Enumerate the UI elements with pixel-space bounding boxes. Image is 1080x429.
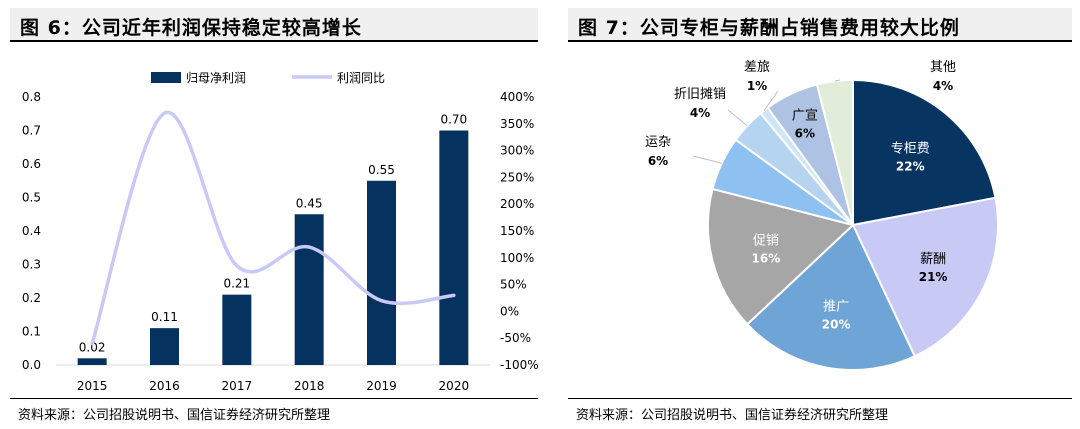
pie-slice — [852, 78, 997, 227]
growth-line — [90, 110, 456, 346]
y2-tick-label: 150% — [500, 224, 534, 238]
bar — [367, 180, 396, 365]
pie-slice — [745, 223, 917, 371]
y-tick-label: 0.2 — [22, 291, 41, 305]
figure-6-panel: 图 6：公司近年利润保持稳定较高增长 0.0 0.1 0.2 0.3 0.4 0.5 0.6… — [10, 8, 539, 423]
bar — [150, 328, 179, 365]
x-tick-label: 2020 — [439, 379, 470, 393]
pie-slice-percent: 21% — [919, 270, 948, 284]
legend-bar-label: 归母净利润 — [186, 71, 246, 85]
pie-slice-percent: 4% — [933, 79, 953, 93]
pie-slice-name: 其他 — [930, 60, 956, 75]
pie-slice-name: 运杂 — [645, 135, 671, 150]
x-tick-label: 2018 — [294, 379, 325, 393]
bar — [439, 130, 469, 365]
y2-tick-label: -50% — [500, 331, 531, 345]
profit-chart: 0.0 0.1 0.2 0.3 0.4 0.5 0.6 0.7 0.8 -100% -50% 0% 50… — [22, 71, 539, 393]
x-tick-label: 2016 — [149, 379, 180, 393]
figure-7-source: 资料来源：公司招股说明书、国信证券经济研究所整理 — [576, 408, 889, 423]
y-tick-label: 0.6 — [22, 157, 41, 171]
y-tick-label: 0.8 — [22, 90, 41, 104]
figure-7-title-bar: 图 7：公司专柜与薪酬占销售费用较大比例 — [568, 8, 1072, 42]
bar-value-label: 0.45 — [296, 196, 323, 210]
figure-7-divider — [568, 398, 1072, 399]
pie-slice-name: 促销 — [753, 233, 779, 248]
bar-value-label: 0.11 — [151, 310, 178, 324]
pie-slice-name: 推广 — [823, 299, 849, 314]
bar-value-label: 0.21 — [223, 277, 250, 291]
pie-slice-name: 广宣 — [792, 108, 818, 124]
y-tick-label: 0.1 — [22, 325, 41, 339]
leader-line — [692, 155, 722, 164]
legend-line-label: 利润同比 — [337, 71, 385, 85]
y2-tick-label: 100% — [500, 251, 534, 265]
pie-slice-percent: 6% — [795, 127, 815, 141]
y-tick-label: 0.3 — [22, 258, 41, 272]
y2-tick-label: 300% — [500, 144, 534, 158]
pie-slice-percent: 6% — [648, 154, 668, 168]
bar — [77, 358, 107, 365]
figure-6-title-bar: 图 6：公司近年利润保持稳定较高增长 — [10, 8, 538, 42]
y-tick-label: 0.7 — [22, 124, 41, 138]
pie-slice-percent: 22% — [896, 160, 925, 174]
expense-pie-chart: 专柜费 22% 薪酬 21% 推广 20% 促销 16% 运杂 6% 折旧摊销 4% 差旅 1% 广宣 6% 其… — [645, 60, 999, 371]
figure-7-title: 图 7：公司专柜与薪酬占销售费用较大比例 — [578, 17, 960, 39]
pie-slice — [707, 187, 856, 326]
pie-slice — [851, 196, 999, 358]
bar — [294, 214, 324, 365]
y2-tick-label: 400% — [500, 90, 534, 104]
x-tick-label: 2015 — [77, 379, 108, 393]
bar-value-label: 0.02 — [79, 340, 106, 354]
x-tick-label: 2019 — [366, 379, 397, 393]
figure-6-title: 图 6：公司近年利润保持稳定较高增长 — [20, 17, 362, 39]
y-tick-label: 0.0 — [22, 358, 41, 372]
y2-tick-label: 350% — [500, 117, 534, 131]
legend-bar-swatch — [151, 72, 181, 83]
y2-tick-label: 50% — [500, 278, 527, 292]
y-tick-label: 0.5 — [22, 191, 41, 205]
y2-tick-label: -100% — [500, 358, 539, 372]
pie-slice-name: 薪酬 — [920, 252, 946, 267]
bar-value-label: 0.55 — [368, 163, 395, 177]
leader-line — [727, 109, 748, 127]
leader-line — [763, 90, 779, 111]
pie-slice-name: 专柜费 — [891, 142, 930, 157]
pie-slice-name: 折旧摊销 — [674, 87, 726, 102]
pie-slice-percent: 16% — [752, 251, 781, 265]
leader-line — [834, 79, 841, 82]
y2-tick-label: 0% — [500, 304, 519, 318]
bar-value-label: 0.70 — [440, 113, 467, 127]
x-tick-label: 2017 — [222, 379, 253, 393]
pie-slice-percent: 20% — [822, 317, 851, 331]
y2-tick-label: 250% — [500, 170, 534, 184]
y2-tick-label: 200% — [500, 197, 534, 211]
figure-6-source: 资料来源：公司招股说明书、国信证券经济研究所整理 — [18, 408, 331, 423]
bar — [222, 294, 252, 365]
pie-slice-percent: 1% — [747, 79, 767, 93]
y-tick-label: 0.4 — [22, 224, 41, 238]
pie-slice-percent: 4% — [690, 106, 710, 120]
figure-7-panel: 图 7：公司专柜与薪酬占销售费用较大比例 专柜费 22% 薪酬 21% 推广 20% 促销 1… — [560, 0, 1080, 429]
pie-slice-name: 差旅 — [744, 60, 770, 75]
figure-6-divider — [10, 398, 538, 399]
